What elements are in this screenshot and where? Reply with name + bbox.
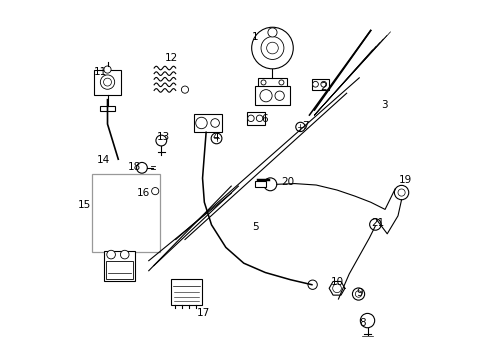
Circle shape — [181, 86, 188, 93]
Circle shape — [136, 162, 147, 173]
Circle shape — [320, 81, 326, 87]
Circle shape — [104, 66, 111, 73]
Circle shape — [211, 133, 222, 144]
Bar — [193, 114, 222, 132]
Text: 21: 21 — [371, 218, 384, 228]
Circle shape — [360, 314, 374, 328]
Text: 4: 4 — [212, 132, 219, 142]
Circle shape — [120, 250, 129, 259]
Bar — [311, 79, 328, 90]
Circle shape — [295, 122, 305, 132]
Text: 13: 13 — [157, 132, 170, 142]
Circle shape — [103, 78, 111, 86]
Bar — [255, 86, 289, 105]
Text: 16: 16 — [137, 188, 150, 198]
Bar — [94, 69, 121, 95]
Text: 9: 9 — [355, 288, 362, 298]
Text: 2: 2 — [320, 82, 326, 92]
Circle shape — [394, 185, 408, 200]
Circle shape — [355, 291, 361, 297]
Circle shape — [312, 81, 318, 87]
Bar — [246, 112, 264, 125]
Circle shape — [369, 219, 380, 230]
Bar — [104, 251, 135, 281]
Circle shape — [267, 28, 277, 37]
Text: 10: 10 — [330, 277, 344, 287]
Circle shape — [251, 27, 293, 69]
Circle shape — [264, 178, 276, 191]
Circle shape — [352, 288, 364, 300]
Circle shape — [278, 80, 284, 85]
Text: 17: 17 — [196, 309, 209, 318]
Text: 7: 7 — [302, 121, 308, 131]
Circle shape — [274, 91, 284, 100]
Circle shape — [247, 115, 254, 122]
Circle shape — [156, 135, 166, 146]
Circle shape — [106, 250, 115, 259]
Circle shape — [151, 188, 159, 195]
Circle shape — [307, 280, 317, 289]
Circle shape — [332, 284, 341, 293]
Bar — [92, 174, 159, 252]
Bar — [105, 261, 133, 279]
Circle shape — [195, 117, 207, 129]
Circle shape — [100, 75, 115, 89]
Bar — [255, 181, 265, 187]
Text: 5: 5 — [251, 222, 258, 231]
Circle shape — [266, 42, 278, 54]
Bar — [171, 279, 202, 305]
Bar — [100, 106, 115, 111]
Circle shape — [260, 90, 271, 102]
Text: 19: 19 — [398, 175, 412, 185]
Text: 1: 1 — [251, 32, 258, 41]
Circle shape — [261, 80, 265, 85]
Bar — [258, 78, 286, 87]
Text: 18: 18 — [127, 162, 141, 172]
Text: 14: 14 — [97, 155, 110, 165]
Text: 15: 15 — [78, 200, 91, 210]
Circle shape — [397, 189, 405, 196]
Text: 12: 12 — [164, 53, 177, 63]
Text: 20: 20 — [281, 177, 293, 187]
Circle shape — [210, 119, 219, 127]
Text: 6: 6 — [261, 114, 267, 124]
Text: 3: 3 — [380, 100, 387, 110]
Text: 11: 11 — [94, 67, 107, 77]
Circle shape — [261, 37, 284, 59]
Text: 8: 8 — [359, 319, 366, 328]
Circle shape — [256, 115, 262, 122]
